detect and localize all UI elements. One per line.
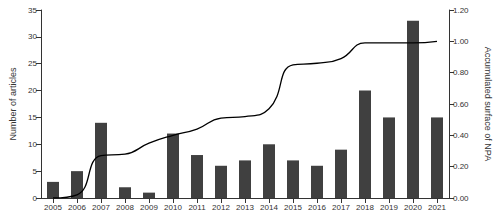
svg-text:0.60: 0.60 [453, 100, 469, 109]
svg-text:35: 35 [28, 6, 37, 15]
svg-text:2014: 2014 [260, 203, 278, 212]
svg-text:30: 30 [28, 32, 37, 41]
svg-text:Accumulated surface of NPA: Accumulated surface of NPA [483, 47, 493, 161]
svg-text:2019: 2019 [380, 203, 398, 212]
svg-text:0: 0 [33, 194, 38, 203]
svg-text:2011: 2011 [188, 203, 206, 212]
svg-text:5: 5 [33, 167, 38, 176]
svg-text:1.00: 1.00 [453, 37, 469, 46]
svg-text:2015: 2015 [284, 203, 302, 212]
svg-text:0.00: 0.00 [453, 194, 469, 203]
svg-text:2016: 2016 [308, 203, 326, 212]
svg-text:2018: 2018 [356, 203, 374, 212]
svg-text:25: 25 [28, 59, 37, 68]
svg-text:2021: 2021 [428, 203, 446, 212]
svg-text:Number of articles: Number of articles [8, 67, 18, 141]
svg-text:2012: 2012 [212, 203, 230, 212]
svg-text:15: 15 [28, 113, 37, 122]
svg-text:0.40: 0.40 [453, 131, 469, 140]
svg-text:2020: 2020 [404, 203, 422, 212]
svg-text:0.20: 0.20 [453, 162, 469, 171]
svg-text:2017: 2017 [332, 203, 350, 212]
svg-text:2005: 2005 [44, 203, 62, 212]
svg-text:1.20: 1.20 [453, 6, 469, 15]
svg-text:20: 20 [28, 86, 37, 95]
svg-text:2006: 2006 [68, 203, 86, 212]
svg-text:2010: 2010 [164, 203, 182, 212]
svg-text:2009: 2009 [140, 203, 158, 212]
svg-text:2008: 2008 [116, 203, 134, 212]
svg-text:2013: 2013 [236, 203, 254, 212]
svg-text:10: 10 [28, 140, 37, 149]
svg-text:2007: 2007 [92, 203, 110, 212]
svg-text:0.80: 0.80 [453, 68, 469, 77]
